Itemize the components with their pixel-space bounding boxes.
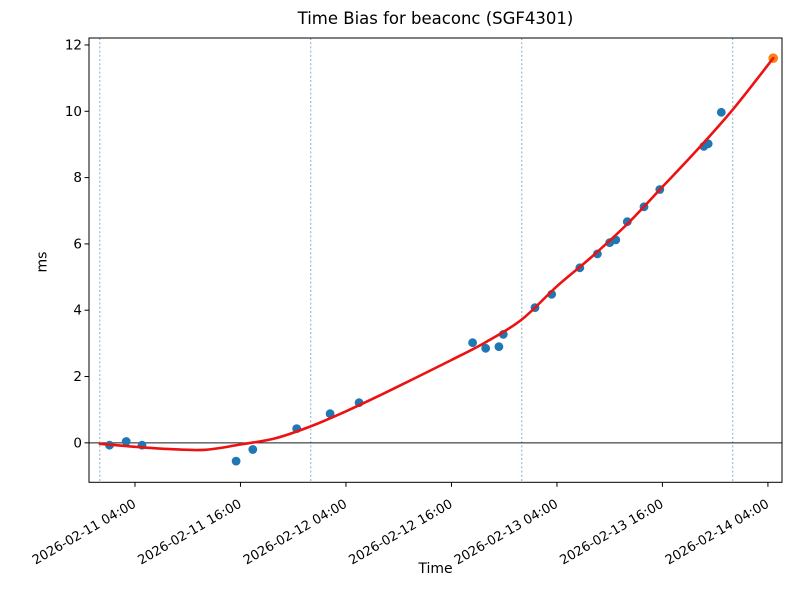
bias-measurements-point bbox=[231, 456, 241, 466]
bias-measurements-point bbox=[248, 445, 258, 454]
y-tick-label: 4 bbox=[73, 303, 82, 319]
y-tick-label: 12 bbox=[65, 37, 82, 53]
bias-measurements-point bbox=[121, 437, 131, 446]
x-tick-label: 2026-02-13 16:00 bbox=[557, 497, 666, 569]
bias-measurements-point bbox=[325, 409, 335, 419]
bias-measurements-point bbox=[468, 338, 477, 348]
y-tick-label: 10 bbox=[65, 104, 82, 120]
plot-border bbox=[88, 37, 783, 483]
x-tick-label: 2026-02-12 16:00 bbox=[346, 497, 455, 569]
bias-measurements-point bbox=[481, 343, 491, 353]
y-tick-label: 6 bbox=[73, 236, 82, 252]
x-tick-label: 2026-02-11 04:00 bbox=[30, 497, 139, 569]
y-tick-label: 8 bbox=[73, 170, 82, 186]
polynomial-fit-line bbox=[98, 56, 775, 452]
y-axis-label: ms bbox=[34, 251, 51, 273]
x-tick-label: 2026-02-14 04:00 bbox=[663, 497, 772, 569]
bias-measurements-point bbox=[593, 249, 602, 259]
x-axis-label: Time bbox=[418, 561, 453, 577]
x-tick-label: 2026-02-12 04:00 bbox=[241, 497, 350, 569]
bias-measurements-point bbox=[622, 217, 632, 227]
y-tick-label: 0 bbox=[73, 435, 82, 451]
x-tick-label: 2026-02-13 04:00 bbox=[452, 497, 561, 569]
y-tick-label: 2 bbox=[73, 369, 82, 385]
chart-title: Time Bias for beaconc (SGF4301) bbox=[297, 9, 574, 28]
bias-measurements-point bbox=[716, 107, 726, 117]
bias-measurements-point bbox=[494, 342, 504, 352]
x-tick-label: 2026-02-11 16:00 bbox=[136, 497, 245, 569]
